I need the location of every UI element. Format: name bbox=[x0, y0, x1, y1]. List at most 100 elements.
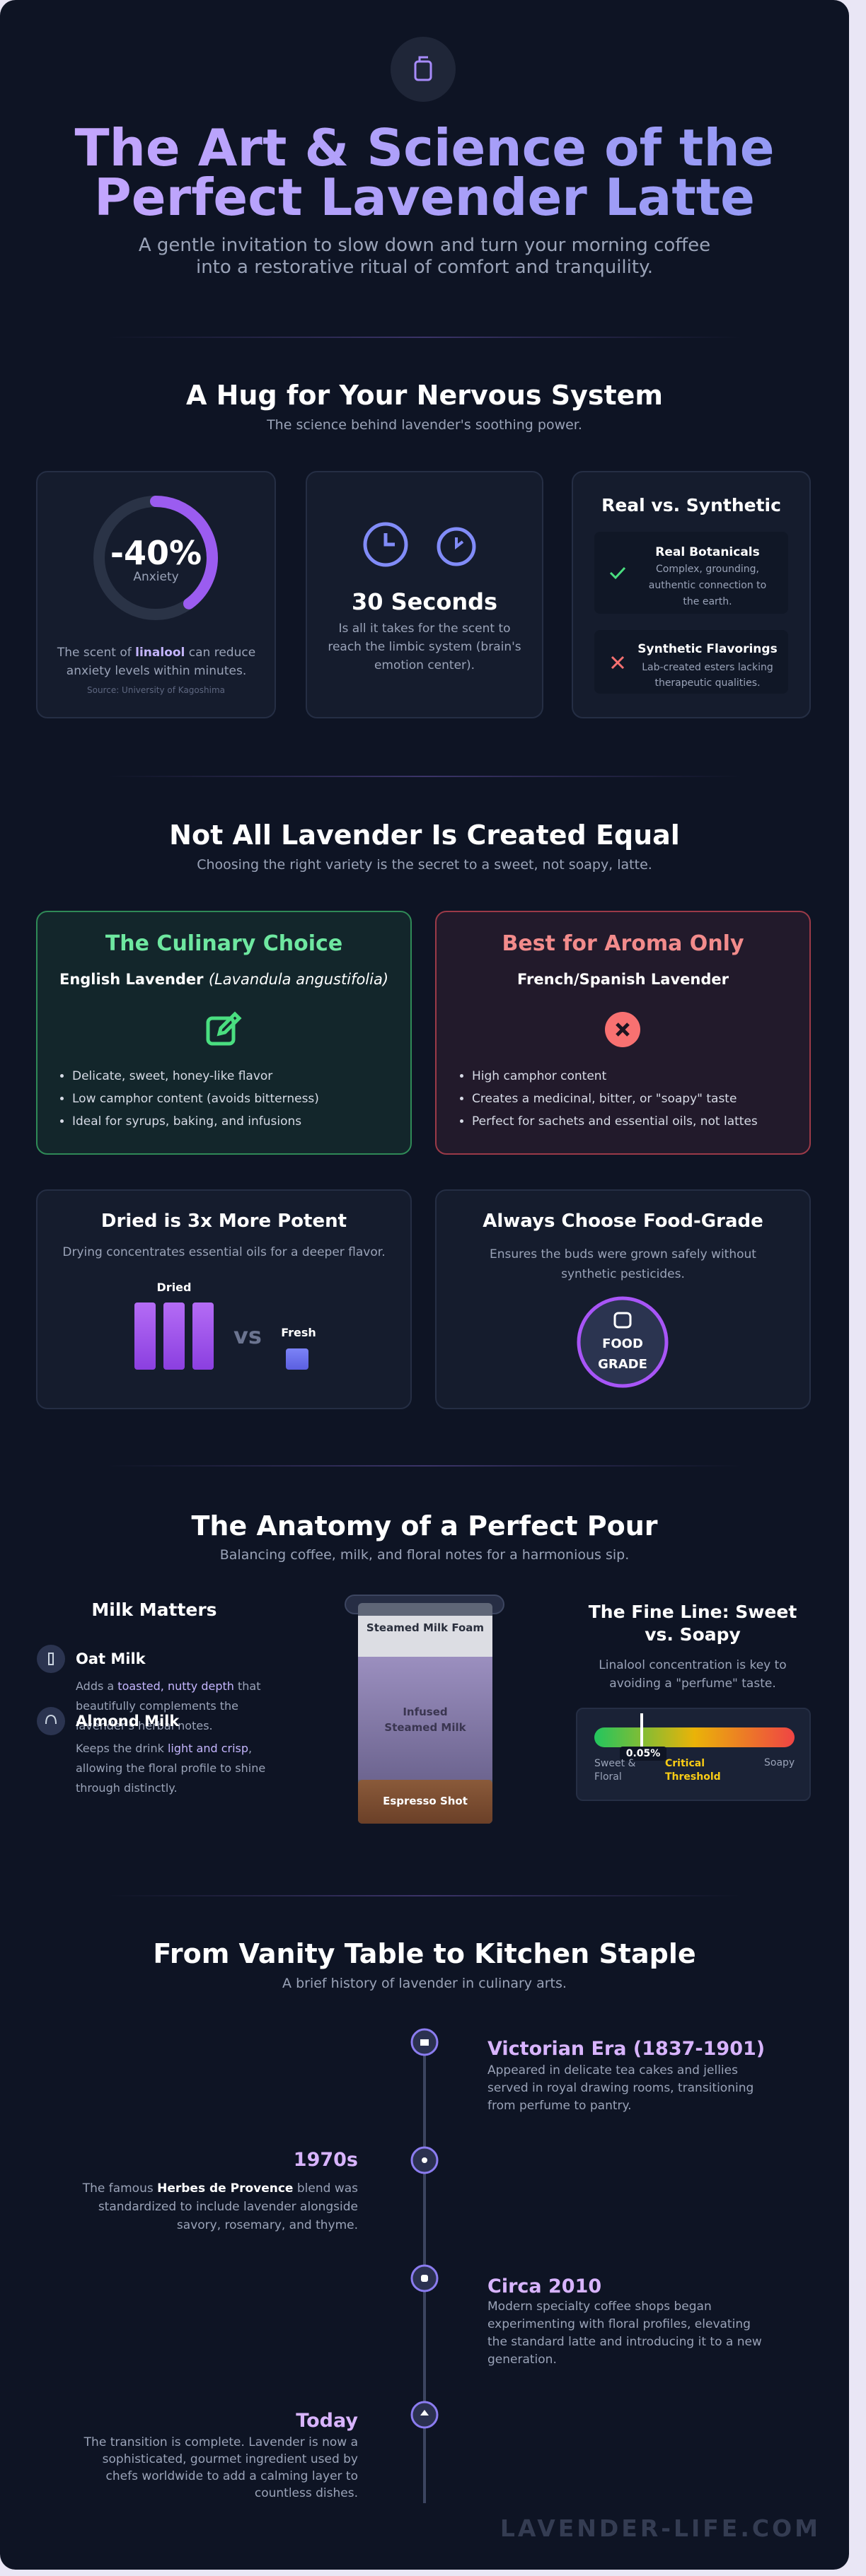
footer: LAVENDER-LIFE.COM bbox=[500, 2514, 821, 2542]
event-text: Modern specialty coffee shops began expe… bbox=[487, 2298, 770, 2369]
stat-text: The scent of linalool can reduce anxiety… bbox=[54, 643, 259, 680]
glass bbox=[345, 1595, 504, 1824]
event-title: Today bbox=[296, 2410, 358, 2432]
milk-icon bbox=[37, 1707, 65, 1735]
header-icon bbox=[391, 37, 456, 102]
card-subtitle: Ensures the buds were grown safely witho… bbox=[490, 1247, 756, 1281]
potency-card bbox=[36, 1189, 412, 1409]
compare-item-title: Synthetic Flavorings bbox=[637, 642, 778, 656]
stat-value: -40% bbox=[110, 534, 202, 572]
fine-line-subtitle: Linalool concentration is key to avoidin… bbox=[599, 1658, 787, 1691]
infographic: The Art & Science of the Perfect Lavender… bbox=[0, 0, 849, 2570]
compare-title: Real vs. Synthetic bbox=[601, 495, 781, 515]
card-title: Dried is 3x More Potent bbox=[100, 1211, 347, 1232]
variety-name: English Lavender (Lavandula angustifolia… bbox=[36, 971, 412, 988]
edit-icon bbox=[206, 1011, 242, 1046]
check-icon bbox=[609, 566, 626, 580]
milk-name: Almond Milk bbox=[76, 1713, 180, 1730]
section-subtitle: Balancing coffee, milk, and floral notes… bbox=[219, 1547, 630, 1563]
threshold-marker: 0.05% bbox=[620, 1747, 666, 1761]
subtitle: A gentle invitation to slow down and tur… bbox=[138, 235, 711, 278]
milk-text: Adds a toasted, nutty depth that beautif… bbox=[76, 1677, 281, 1736]
clock-icons bbox=[363, 522, 476, 567]
card-title: Always Choose Food-Grade bbox=[483, 1211, 763, 1232]
dried-label: Dried bbox=[156, 1281, 192, 1294]
text: , allowing the floral profile to shine t… bbox=[76, 1742, 266, 1795]
text: English Lavender bbox=[59, 971, 204, 988]
section-subtitle: Choosing the right variety is the secret… bbox=[197, 857, 652, 873]
compare-item-text: Lab-created esters lacking therapeutic q… bbox=[642, 662, 773, 689]
event-text: Appeared in delicate tea cakes and jelli… bbox=[487, 2062, 778, 2115]
section-subtitle: A brief history of lavender in culinary … bbox=[282, 1976, 567, 1991]
x-icon bbox=[611, 655, 625, 670]
text: Adds a bbox=[76, 1679, 118, 1693]
text: can reduce anxiety levels within minutes… bbox=[66, 646, 256, 678]
latin-name: (Lavandula angustifolia) bbox=[208, 971, 389, 988]
divider bbox=[106, 1465, 743, 1467]
time-card bbox=[306, 471, 543, 718]
event-title: Circa 2010 bbox=[487, 2275, 602, 2297]
stat-label: Anxiety bbox=[133, 570, 179, 584]
fine-line-title: The Fine Line: Sweet vs. Soapy bbox=[588, 1602, 797, 1645]
scale-label: Soapy bbox=[764, 1757, 795, 1768]
layer-label: Espresso Shot bbox=[383, 1795, 468, 1807]
badge-line: GRADE bbox=[598, 1357, 647, 1372]
variety-name: French/Spanish Lavender bbox=[517, 971, 729, 988]
bullet: Low camphor content (avoids bitterness) bbox=[72, 1088, 319, 1110]
event-title: 1970s bbox=[293, 2149, 358, 2171]
highlight: Herbes de Provence bbox=[157, 2181, 294, 2196]
bullet: Creates a medicinal, bitter, or "soapy" … bbox=[472, 1088, 758, 1110]
event-title: Victorian Era (1837-1901) bbox=[487, 2038, 766, 2060]
time-text: Is all it takes for the scent to reach t… bbox=[328, 622, 521, 672]
potency-bars bbox=[134, 1302, 308, 1370]
text: Appeared in delicate tea cakes and jelli… bbox=[487, 2063, 754, 2113]
compare-box bbox=[594, 630, 788, 694]
no-icon bbox=[605, 1012, 640, 1047]
title-line: Perfect Lavender Latte bbox=[94, 168, 755, 227]
text: Modern specialty coffee shops began expe… bbox=[487, 2300, 762, 2367]
badge bbox=[577, 1296, 669, 1388]
layer-label: Steamed Milk Foam bbox=[366, 1621, 485, 1634]
compare-box bbox=[594, 532, 788, 614]
text: The scent of bbox=[57, 646, 136, 660]
main-title: The Art & Science of the Perfect Lavender… bbox=[0, 123, 849, 222]
section-title: The Anatomy of a Perfect Pour bbox=[191, 1510, 658, 1541]
event-text: The famous Herbes de Provence blend was … bbox=[75, 2179, 358, 2234]
source: Source: University of Kagoshima bbox=[86, 685, 225, 695]
scale-label: Sweet & Floral bbox=[594, 1758, 636, 1783]
compare-item-text: Complex, grounding, authentic connection… bbox=[648, 564, 767, 607]
vs-label: vs bbox=[233, 1322, 262, 1349]
scale-label: Critical Threshold bbox=[665, 1758, 721, 1783]
section-title: A Hug for Your Nervous System bbox=[185, 380, 664, 411]
section-title: Not All Lavender Is Created Equal bbox=[169, 820, 680, 851]
card-subtitle: Drying concentrates essential oils for a… bbox=[62, 1245, 386, 1259]
section-subtitle: The science behind lavender's soothing p… bbox=[267, 417, 582, 433]
highlight: toasted, nutty depth bbox=[117, 1679, 234, 1693]
card-title: The Culinary Choice bbox=[105, 931, 343, 956]
event-text: The transition is complete. Lavender is … bbox=[75, 2434, 358, 2502]
threshold-bar bbox=[594, 1713, 795, 1749]
bullet: Ideal for syrups, baking, and infusions bbox=[72, 1110, 319, 1133]
milk-title: Milk Matters bbox=[91, 1599, 217, 1620]
card-title: Best for Aroma Only bbox=[502, 931, 744, 956]
text: The famous bbox=[82, 2181, 158, 2196]
bullet: High camphor content bbox=[472, 1065, 758, 1088]
text: The transition is complete. Lavender is … bbox=[83, 2435, 358, 2500]
divider bbox=[106, 337, 743, 338]
layer-label: Infused Steamed Milk bbox=[384, 1706, 466, 1734]
stat-card bbox=[36, 471, 276, 718]
highlight: linalool bbox=[135, 646, 185, 660]
compare-item-title: Real Botanicals bbox=[655, 545, 760, 559]
fresh-label: Fresh bbox=[281, 1326, 316, 1339]
bullet: Delicate, sweet, honey-like flavor bbox=[72, 1065, 319, 1088]
bullet-list: Delicate, sweet, honey-like flavorLow ca… bbox=[57, 1065, 319, 1133]
text: Keeps the drink bbox=[76, 1742, 168, 1755]
milk-name: Oat Milk bbox=[76, 1650, 146, 1667]
bullet-list: High camphor contentCreates a medicinal,… bbox=[456, 1065, 758, 1133]
threshold-box bbox=[576, 1708, 811, 1801]
bullet: Perfect for sachets and essential oils, … bbox=[472, 1110, 758, 1133]
divider bbox=[106, 1895, 743, 1896]
highlight: light and crisp bbox=[167, 1742, 249, 1755]
